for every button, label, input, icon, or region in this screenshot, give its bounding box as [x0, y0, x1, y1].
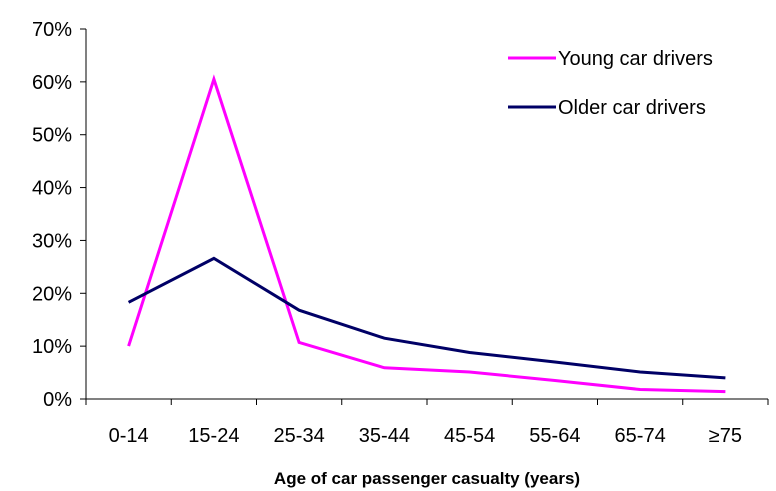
y-tick-label: 50%	[32, 125, 72, 147]
y-tick-label: 20%	[32, 283, 72, 305]
y-axis-ticks: 0% 10% 20% 30% 40% 50% 60% 70%	[32, 19, 86, 411]
y-tick-label: 30%	[32, 230, 72, 252]
x-tick-label: ≥75	[709, 425, 742, 447]
x-tick-label: 25-34	[274, 425, 325, 447]
x-tick-label: 55-64	[529, 425, 580, 447]
y-tick-label: 60%	[32, 72, 72, 94]
y-tick-label: 70%	[32, 19, 72, 41]
y-tick-label: 10%	[32, 336, 72, 358]
x-tick-label: 35-44	[359, 425, 410, 447]
x-axis-ticks: 0-14 15-24 25-34 35-44 45-54 55-64 65-74 ≥75	[85, 399, 769, 447]
legend-label: Older car drivers	[558, 97, 706, 119]
axes	[85, 29, 768, 400]
series-layer	[127, 74, 726, 394]
y-tick-label: 0%	[43, 389, 72, 411]
y-tick-label: 40%	[32, 178, 72, 200]
series-line-older-car-drivers	[127, 256, 726, 380]
series-line-young-car-drivers	[127, 74, 726, 394]
x-axis-title: Age of car passenger casualty (years)	[274, 469, 580, 488]
legend-label: Young car drivers	[558, 48, 713, 70]
x-tick-label: 0-14	[109, 425, 149, 447]
legend: Young car drivers Older car drivers	[508, 48, 713, 119]
x-tick-label: 15-24	[188, 425, 239, 447]
x-tick-label: 45-54	[444, 425, 495, 447]
x-tick-label: 65-74	[615, 425, 666, 447]
